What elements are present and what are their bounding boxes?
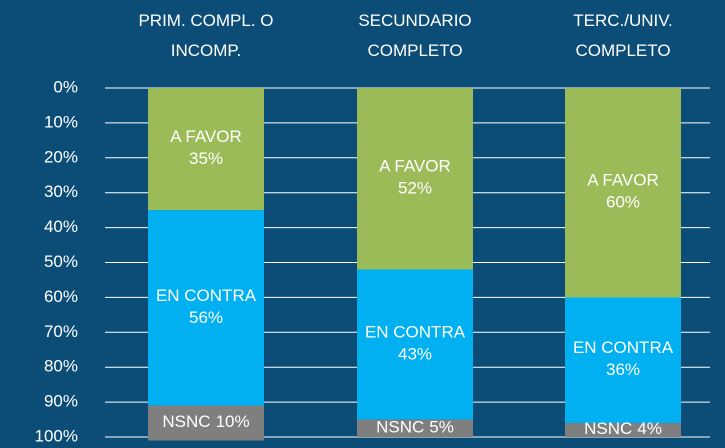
y-tick-label: 20% bbox=[44, 147, 78, 166]
value-label: 5% bbox=[429, 418, 454, 437]
data-label: NSNC 10% bbox=[162, 413, 249, 432]
y-tick-label: 50% bbox=[44, 252, 78, 271]
category-label: TERC./UNIV. COMPLETO bbox=[573, 11, 673, 60]
series-name: NSNC bbox=[162, 413, 210, 432]
series-name: A FAVOR bbox=[587, 171, 659, 190]
value-label: 35% bbox=[189, 150, 223, 169]
bar-segment bbox=[565, 297, 681, 424]
value-label: 60% bbox=[606, 193, 640, 212]
bar-segment bbox=[148, 405, 264, 441]
value-label: 4% bbox=[637, 420, 662, 439]
series-name: EN CONTRA bbox=[573, 339, 674, 358]
bar-segment bbox=[357, 269, 473, 420]
y-tick-label: 100% bbox=[35, 426, 78, 445]
bar-segment bbox=[565, 88, 681, 298]
category-label: PRIM. COMPL. O INCOMP. bbox=[138, 11, 274, 60]
bar-segment bbox=[148, 210, 264, 406]
series-name: A FAVOR bbox=[379, 157, 451, 176]
bar-segment bbox=[357, 419, 473, 437]
value-label: 36% bbox=[606, 361, 640, 380]
y-tick-label: 90% bbox=[44, 392, 78, 411]
y-tick-label: 80% bbox=[44, 357, 78, 376]
series-name: EN CONTRA bbox=[365, 323, 466, 342]
bar-segment bbox=[565, 423, 681, 437]
data-label: A FAVOR 52% bbox=[379, 157, 451, 198]
data-label: A FAVOR 60% bbox=[587, 171, 659, 212]
value-label: 10% bbox=[216, 413, 250, 432]
series-name: A FAVOR bbox=[170, 128, 242, 147]
data-label: EN CONTRA 36% bbox=[573, 339, 674, 380]
category-label: SECUNDARIO COMPLETO bbox=[358, 11, 472, 60]
value-label: 43% bbox=[398, 345, 432, 364]
data-label: EN CONTRA 43% bbox=[365, 323, 466, 364]
data-label: NSNC 4% bbox=[584, 420, 662, 439]
series-name: EN CONTRA bbox=[156, 286, 257, 305]
data-label: NSNC 5% bbox=[376, 418, 454, 437]
y-tick-label: 10% bbox=[44, 112, 78, 131]
data-label: EN CONTRA 56% bbox=[156, 286, 257, 327]
y-tick-label: 70% bbox=[44, 322, 78, 341]
y-tick-label: 60% bbox=[44, 287, 78, 306]
series-name: NSNC bbox=[584, 420, 632, 439]
value-label: 56% bbox=[189, 308, 223, 327]
value-label: 52% bbox=[398, 179, 432, 198]
series-name: NSNC bbox=[376, 418, 424, 437]
y-tick-label: 0% bbox=[53, 77, 78, 96]
bar-segment bbox=[148, 88, 264, 211]
bar-segment bbox=[357, 88, 473, 270]
data-label: A FAVOR 35% bbox=[170, 128, 242, 169]
y-tick-label: 30% bbox=[44, 182, 78, 201]
y-tick-label: 40% bbox=[44, 217, 78, 236]
